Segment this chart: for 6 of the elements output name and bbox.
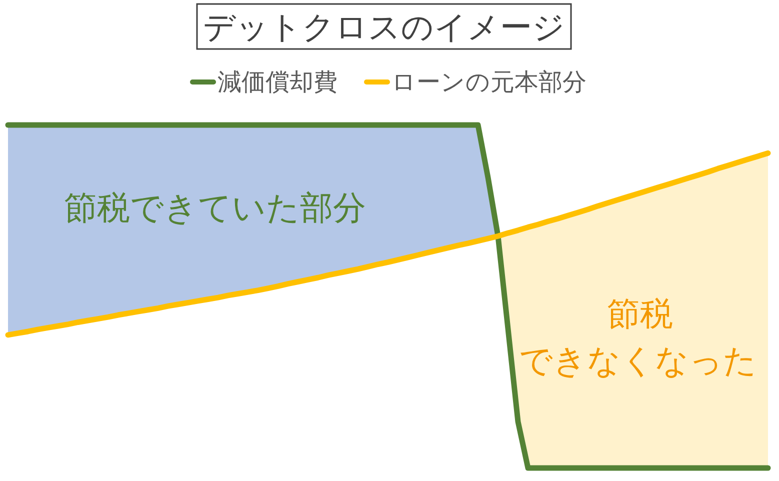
legend-label: ローンの元本部分 (392, 68, 586, 96)
legend-label: 減価償却費 (218, 68, 338, 96)
annotation: できなくなった (519, 340, 757, 380)
chart-title: デットクロスのイメージ (203, 8, 565, 46)
annotation: 節税できていた部分 (64, 188, 366, 226)
annotation: 節税 (607, 294, 673, 332)
